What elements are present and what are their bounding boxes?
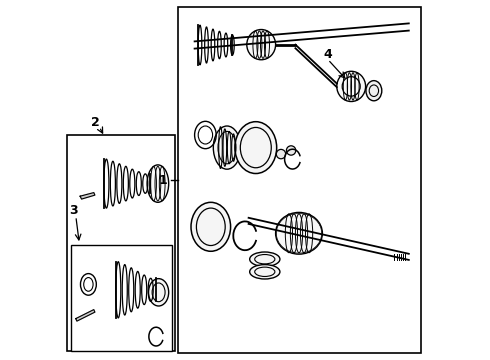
- Polygon shape: [76, 310, 95, 321]
- Text: 2: 2: [91, 116, 100, 129]
- Ellipse shape: [286, 146, 296, 155]
- Text: 3: 3: [69, 204, 78, 217]
- Bar: [72, 245, 172, 351]
- Ellipse shape: [275, 212, 322, 254]
- Ellipse shape: [213, 126, 241, 169]
- Polygon shape: [80, 193, 95, 199]
- Ellipse shape: [148, 279, 169, 306]
- Ellipse shape: [247, 30, 275, 60]
- Bar: [178, 7, 421, 353]
- Ellipse shape: [276, 149, 286, 159]
- Bar: [67, 135, 175, 351]
- Ellipse shape: [250, 252, 280, 266]
- Ellipse shape: [235, 122, 277, 174]
- Ellipse shape: [366, 81, 382, 101]
- Ellipse shape: [191, 202, 231, 251]
- Text: 4: 4: [323, 48, 332, 61]
- Ellipse shape: [147, 165, 169, 202]
- Ellipse shape: [250, 265, 280, 279]
- Ellipse shape: [337, 71, 366, 102]
- Text: 1: 1: [159, 174, 168, 186]
